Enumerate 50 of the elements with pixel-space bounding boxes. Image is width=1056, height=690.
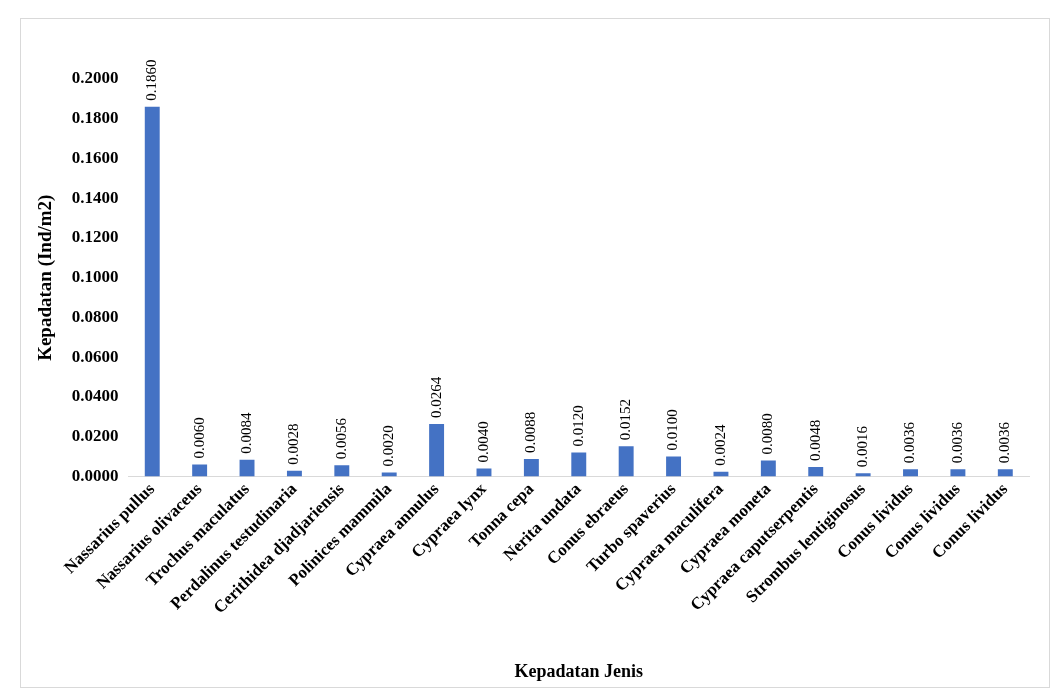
bar (334, 465, 350, 477)
data-label: 0.0264 (427, 376, 444, 418)
y-tick-label: 0.1200 (71, 227, 119, 247)
bar (903, 469, 918, 477)
y-tick-label: 0.1600 (71, 147, 119, 167)
y-tick-label: 0.0600 (71, 346, 119, 366)
bar (429, 423, 445, 477)
data-label: 0.0028 (285, 423, 302, 465)
bar (997, 469, 1013, 477)
data-label: 0.0040 (474, 421, 491, 463)
data-label: 0.0048 (806, 419, 823, 461)
data-label: 0.0080 (759, 413, 776, 455)
bar (808, 466, 824, 477)
bar (239, 459, 255, 477)
data-label: 0.0088 (522, 411, 539, 453)
y-tick-label: 0.1400 (71, 187, 119, 207)
bar (381, 472, 397, 477)
data-label: 0.0152 (617, 398, 634, 441)
data-label: 0.0060 (190, 417, 207, 459)
data-label: 0.0056 (332, 417, 349, 460)
data-label: 0.0036 (948, 421, 965, 464)
y-axis-title: Kepadatan (Ind/m2) (34, 194, 57, 361)
data-label: 0.0020 (380, 425, 397, 467)
bar (286, 470, 302, 477)
data-label: 0.0120 (569, 405, 586, 447)
data-label: 0.0084 (237, 411, 254, 454)
data-label: 0.1860 (143, 59, 160, 101)
y-tick-label: 0.0000 (71, 465, 119, 485)
y-tick-label: 0.0400 (71, 386, 119, 406)
bar (192, 464, 208, 477)
data-label: 0.0024 (711, 423, 728, 466)
data-label: 0.0036 (901, 421, 918, 464)
bar (855, 473, 871, 477)
y-tick-label: 0.1800 (71, 108, 119, 128)
y-tick-label: 0.2000 (71, 68, 119, 88)
bar (476, 468, 492, 477)
x-axis-title: Kepadatan Jenis (514, 660, 644, 681)
y-tick-label: 0.0800 (71, 306, 119, 326)
bar (950, 469, 966, 477)
y-tick-label: 0.0200 (71, 426, 119, 446)
data-label: 0.0016 (854, 425, 871, 468)
bar (523, 458, 539, 477)
bar (618, 446, 634, 477)
bar (571, 452, 587, 477)
bar (144, 106, 160, 477)
bar (666, 456, 682, 477)
data-label: 0.0100 (664, 409, 681, 451)
y-tick-label: 0.1000 (71, 267, 119, 287)
data-label: 0.0036 (996, 421, 1013, 464)
bar (760, 460, 776, 477)
